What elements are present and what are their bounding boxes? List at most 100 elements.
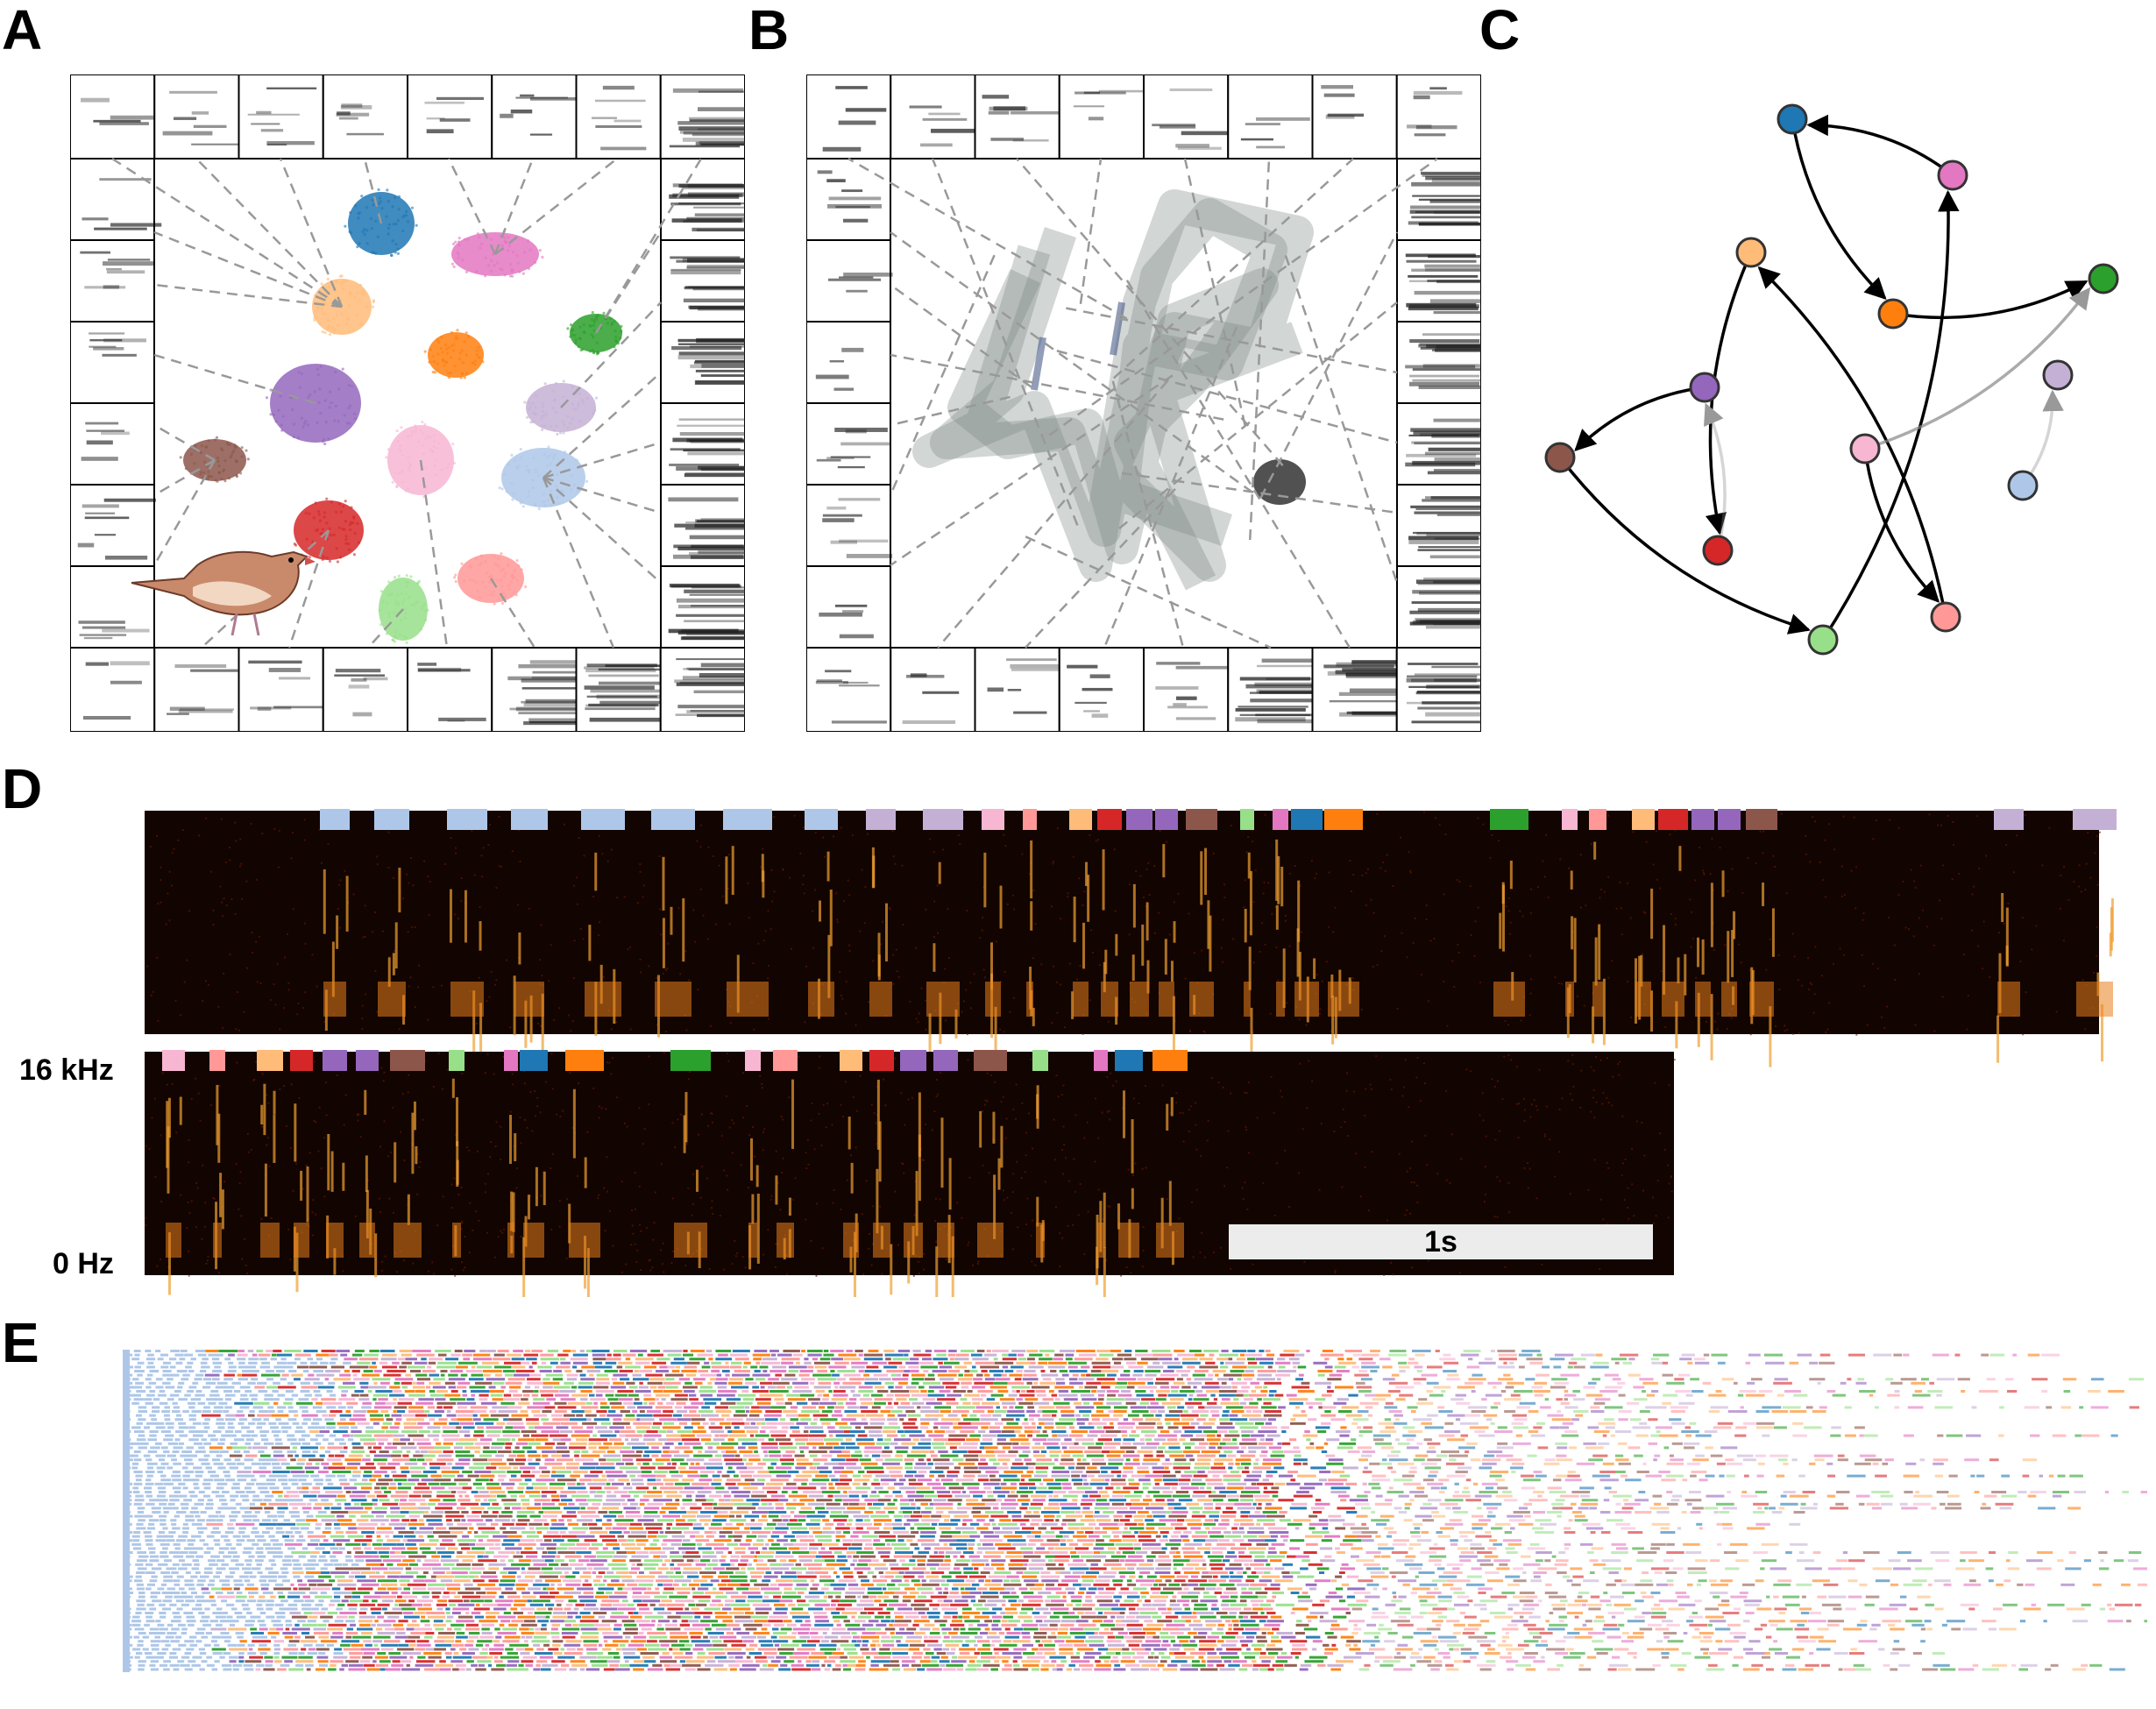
sequence-row bbox=[123, 1575, 1584, 1578]
syllable-label-orange bbox=[565, 1050, 604, 1071]
trajectory-connector-line bbox=[1248, 158, 1271, 541]
sequence-row bbox=[123, 1401, 1695, 1405]
panel-a-thumbnail bbox=[70, 565, 155, 649]
umap-connector-line bbox=[153, 230, 343, 308]
panel-a-thumbnail bbox=[70, 239, 155, 323]
umap-connector-line bbox=[287, 529, 330, 649]
trajectory-connector-line bbox=[1259, 231, 1399, 499]
panel-b-thumbnail bbox=[890, 74, 976, 160]
trajectory-connector-line bbox=[890, 230, 1254, 493]
sequence-row bbox=[123, 1398, 1648, 1401]
panel-b-thumbnail bbox=[806, 158, 891, 241]
sequence-row bbox=[123, 1511, 1805, 1514]
sequence-row bbox=[123, 1615, 1725, 1619]
spectrogram-row-2 bbox=[145, 1050, 1676, 1297]
trajectory-connector-line bbox=[889, 254, 996, 496]
umap-connector-line bbox=[279, 158, 344, 308]
freq-low-label: 0 Hz bbox=[53, 1247, 114, 1280]
sequence-row bbox=[123, 1502, 2014, 1506]
syllable-label-lightgreen bbox=[1240, 809, 1254, 830]
spectrogram-row-1 bbox=[145, 809, 2117, 1081]
syllable-label-purple bbox=[1691, 809, 1714, 830]
trajectory-connector-line bbox=[937, 379, 1169, 649]
sequence-row bbox=[123, 1393, 1942, 1397]
sequence-row bbox=[123, 1471, 1707, 1473]
sequence-row bbox=[123, 1430, 1718, 1433]
sequence-row bbox=[123, 1603, 2142, 1606]
panel-b-thumbnail bbox=[1058, 74, 1146, 160]
sequence-row bbox=[123, 1607, 2116, 1611]
umap-connector-line bbox=[594, 231, 663, 334]
panel-a-thumbnail bbox=[575, 74, 662, 160]
sequence-row bbox=[123, 1627, 2017, 1631]
scale-bar-label: 1s bbox=[1424, 1224, 1457, 1259]
umap-connector-line bbox=[153, 423, 216, 462]
syllable-label-lightgreen bbox=[449, 1050, 465, 1071]
sequence-row bbox=[123, 1583, 2147, 1586]
trajectory-connector-line bbox=[1025, 535, 1272, 649]
trajectory-highlight bbox=[1031, 301, 1125, 391]
umap-connector-line bbox=[543, 441, 662, 479]
syllable-label-brown bbox=[974, 1050, 1007, 1071]
sequence-row bbox=[123, 1350, 1541, 1352]
sequence-row bbox=[123, 1410, 1826, 1413]
sequence-row bbox=[123, 1462, 1944, 1465]
sequence-row bbox=[123, 1547, 1661, 1550]
sequence-row bbox=[123, 1458, 2038, 1462]
syllable-label-orange bbox=[1324, 809, 1363, 830]
transition-edge bbox=[1821, 189, 1960, 641]
umap-connector-line bbox=[363, 158, 383, 224]
syllable-label-salmon bbox=[1023, 809, 1037, 830]
syllable-label-red bbox=[1097, 809, 1122, 830]
umap-cluster-lavender bbox=[523, 379, 599, 436]
syllable-label-green bbox=[670, 1050, 711, 1071]
syllable-label-purple bbox=[356, 1050, 379, 1071]
panel-b-thumbnail bbox=[1395, 647, 1481, 732]
syllable-label-purple bbox=[900, 1050, 926, 1071]
transition-edge bbox=[1806, 114, 1954, 177]
panel-a-thumbnail bbox=[238, 647, 324, 732]
syllable-label-lightblue bbox=[723, 809, 772, 830]
sequence-row bbox=[123, 1479, 1708, 1482]
syllable-label-lightpink bbox=[1562, 809, 1578, 830]
sequence-row bbox=[123, 1426, 1865, 1429]
syllable-label-lightblue bbox=[320, 809, 350, 830]
sequence-row bbox=[123, 1599, 1762, 1603]
syllable-label-peach bbox=[1069, 809, 1092, 830]
panel-b-thumbnail bbox=[806, 321, 891, 404]
panel-b-thumbnail bbox=[1143, 647, 1230, 732]
transition-edge bbox=[1757, 266, 1947, 618]
state-node-pink bbox=[1937, 160, 1968, 191]
state-node-lavender bbox=[2042, 359, 2074, 391]
sequence-row bbox=[123, 1442, 1700, 1445]
syllable-label-lightpink bbox=[745, 1050, 761, 1071]
scale-bar: 1s bbox=[1229, 1224, 1653, 1259]
sequence-row bbox=[123, 1542, 1808, 1546]
umap-cluster-salmon bbox=[453, 552, 528, 606]
umap-connector-line bbox=[543, 372, 662, 479]
panel-a-thumbnail bbox=[660, 565, 745, 649]
umap-connector-line bbox=[195, 158, 343, 308]
trajectory-connector-line bbox=[1183, 158, 1246, 426]
syllable-label-peach bbox=[1632, 809, 1655, 830]
state-node-purple bbox=[1689, 372, 1720, 403]
panel-d-spectrogram-figure bbox=[145, 809, 2117, 1297]
syllable-label-lavender bbox=[866, 809, 896, 830]
sequence-row bbox=[123, 1434, 2118, 1437]
panel-b-thumbnail bbox=[1143, 74, 1230, 160]
sequence-row bbox=[123, 1640, 1926, 1643]
syllable-label-lightblue bbox=[581, 809, 625, 830]
sequence-row bbox=[123, 1531, 1676, 1534]
syllable-label-peach bbox=[840, 1050, 862, 1071]
panel-a-thumbnail bbox=[660, 484, 745, 567]
panel-b-thumbnail bbox=[806, 239, 893, 323]
sequence-row bbox=[123, 1643, 1549, 1647]
panel-a-thumbnail bbox=[153, 74, 245, 160]
sequence-row bbox=[123, 1491, 2147, 1493]
sequence-row bbox=[123, 1514, 1585, 1518]
syllable-label-purple bbox=[933, 1050, 958, 1071]
panel-c-transition-graph bbox=[1544, 103, 2119, 656]
umap-cluster-purple bbox=[265, 364, 361, 446]
sequence-row bbox=[123, 1660, 1545, 1663]
panel-a-thumbnail bbox=[659, 74, 745, 160]
